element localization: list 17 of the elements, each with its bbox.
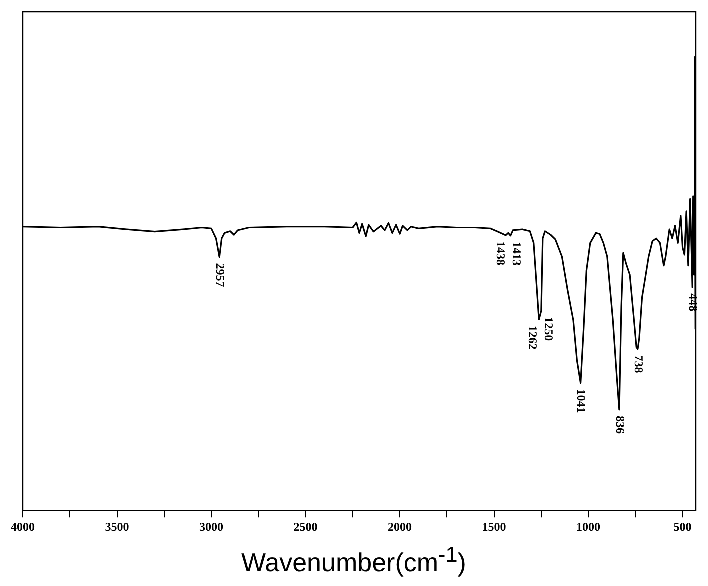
annotation: 1250	[542, 317, 556, 342]
x-axis-title: Wavenumber(cm$^{-1}$)	[240, 541, 468, 580]
x-tick-label: 3500	[105, 520, 130, 534]
annotation: 1262	[526, 326, 540, 350]
annotation: 1413	[510, 242, 524, 266]
annotation: 2957	[214, 263, 228, 288]
x-tick-label: 2000	[388, 520, 412, 534]
x-tick-label: 1000	[576, 520, 601, 534]
annotation: 1041	[574, 389, 589, 414]
x-tick-label: 4000	[11, 520, 35, 534]
annotation: 836	[613, 416, 628, 434]
x-tick-label: 2500	[294, 520, 318, 534]
x-tick-label: 1500	[482, 520, 506, 534]
x-tick-label: 3000	[200, 520, 224, 534]
annotation: 738	[632, 355, 646, 374]
annotation: 1438	[494, 241, 508, 266]
x-tick-label: 500	[674, 520, 692, 534]
